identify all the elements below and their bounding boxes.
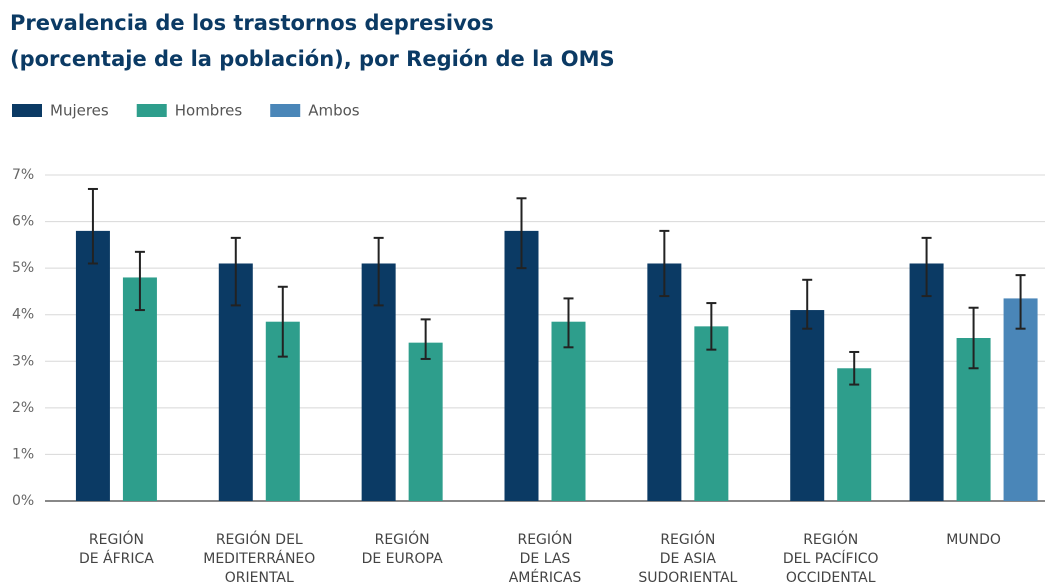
bar [1003, 298, 1038, 501]
y-tick-label: 0% [12, 493, 34, 509]
x-tick-label: REGIÓN [89, 530, 144, 548]
y-tick-label: 6% [12, 214, 34, 230]
x-tick-label: SUDORIENTAL [638, 570, 737, 583]
x-tick-label: OCCIDENTAL [786, 570, 876, 583]
chart-title: Prevalencia de los trastornos depresivos [10, 11, 494, 35]
x-tick-label: REGIÓN [803, 530, 858, 548]
y-tick-label: 7% [12, 167, 34, 183]
y-tick-label: 3% [12, 353, 34, 369]
x-tick-label: DEL PACÍFICO [783, 550, 879, 567]
x-tick-label: REGIÓN [375, 530, 430, 548]
legend-label: Mujeres [50, 102, 109, 120]
x-tick-label: DE ASIA [660, 551, 717, 567]
bar [122, 277, 157, 501]
x-tick-label: MUNDO [946, 532, 1001, 548]
x-tick-label: REGIÓN [660, 530, 715, 548]
x-tick-label: ORIENTAL [225, 570, 294, 583]
bar [790, 310, 825, 501]
legend-label: Ambos [308, 102, 360, 120]
legend-label: Hombres [175, 102, 243, 120]
bar [909, 263, 944, 501]
x-tick-label: AMÉRICAS [509, 569, 582, 583]
bar [647, 263, 682, 501]
chart-title: (porcentaje de la población), por Región… [10, 47, 615, 71]
bar [551, 321, 586, 501]
bar [408, 342, 443, 501]
x-tick-label: REGIÓN [517, 530, 572, 548]
y-tick-label: 2% [12, 400, 34, 416]
x-tick-label: DE ÁFRICA [79, 550, 154, 567]
bar [504, 230, 539, 501]
x-tick-label: DE EUROPA [362, 551, 443, 567]
bar [837, 368, 872, 501]
legend-swatch [136, 104, 167, 117]
bar [694, 326, 729, 501]
y-tick-label: 5% [12, 260, 34, 276]
y-tick-label: 4% [12, 307, 34, 323]
x-tick-label: MEDITERRÁNEO [203, 550, 315, 567]
x-tick-label: DE LAS [520, 551, 571, 567]
y-tick-label: 1% [12, 446, 34, 462]
legend-swatch [12, 104, 42, 117]
x-tick-label: REGIÓN DEL [216, 530, 303, 548]
legend-swatch [270, 104, 301, 117]
bar [75, 230, 110, 501]
